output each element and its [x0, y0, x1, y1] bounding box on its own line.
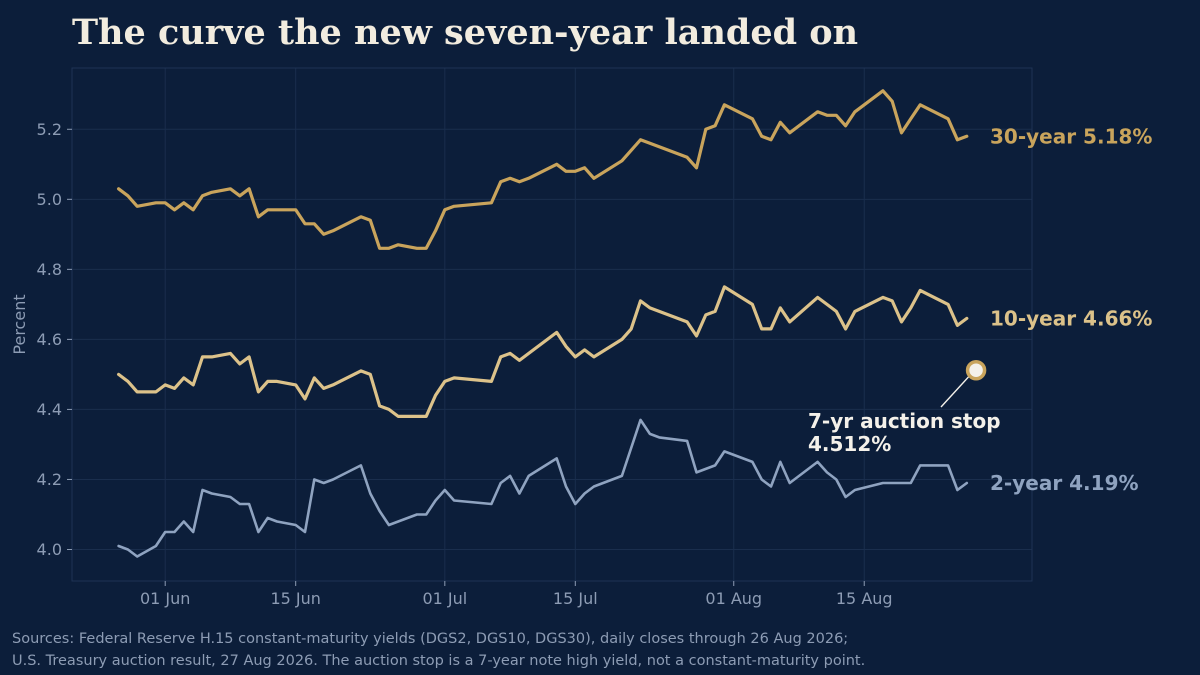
y-tick-label: 5.0: [37, 190, 62, 209]
x-tick-label: 01 Jul: [422, 589, 467, 608]
source-line-1: Sources: Federal Reserve H.15 constant-m…: [12, 631, 849, 647]
y-axis-label: Percent: [10, 294, 29, 354]
series-line-y30: [116, 89, 969, 250]
source-note: Sources: Federal Reserve H.15 constant-m…: [12, 628, 865, 672]
y-tick-label: 4.4: [37, 400, 62, 419]
y-tick-label: 4.6: [37, 330, 62, 349]
gridlines: [72, 68, 1032, 581]
series-label-y2: 2-year 4.19%: [990, 471, 1139, 495]
y-tick-label: 4.2: [37, 470, 62, 489]
x-tick-label: 15 Jul: [553, 589, 598, 608]
axes: 4.0 4.2 4.4 4.6 4.8 5.0 5.2 01 Jun 15 Jun 01 Jul 1…: [10, 120, 893, 608]
source-line-2: U.S. Treasury auction result, 27 Aug 202…: [12, 653, 866, 669]
annotation-leader-line: [940, 374, 971, 408]
chart-title: The curve the new seven-year landed on: [72, 12, 859, 53]
auction-stop-marker: [965, 359, 987, 381]
x-tick-label: 01 Aug: [705, 589, 762, 608]
series-label-y30: 30-year 5.18%: [990, 124, 1152, 148]
y-tick-label: 4.8: [37, 260, 62, 279]
annotation-label-line1: 7-yr auction stop: [808, 409, 1001, 433]
y-tick-label: 4.0: [37, 540, 62, 559]
series-lines: [116, 89, 969, 558]
plot-frame: [71, 67, 1033, 582]
series-line-y2: [117, 418, 969, 558]
annotation-label-line2: 4.512%: [808, 432, 891, 456]
x-tick-label: 15 Aug: [836, 589, 893, 608]
x-tick-label: 01 Jun: [140, 589, 190, 608]
series-line-y10: [116, 285, 969, 418]
series-label-y10: 10-year 4.66%: [990, 306, 1152, 330]
x-tick-label: 15 Jun: [270, 589, 320, 608]
y-tick-label: 5.2: [37, 120, 62, 139]
series-end-labels: 30-year 5.18% 10-year 4.66% 2-year 4.19%: [990, 124, 1152, 495]
